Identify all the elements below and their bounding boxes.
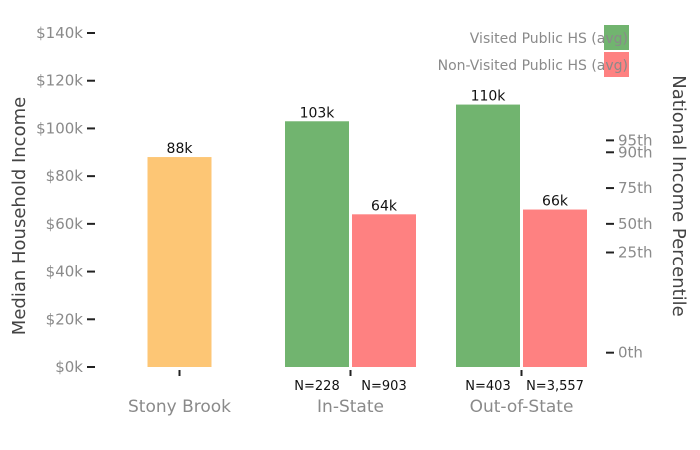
bar [456,104,520,368]
bar-n-label: N=403 [465,379,510,394]
y-tick-label: $60k [46,215,84,233]
bar-n-label: N=228 [294,379,339,394]
bar-value-label: 66k [542,194,569,210]
bar-value-label: 88k [167,141,194,157]
x-category-label: Stony Brook [128,397,231,417]
y-tick-label: $20k [46,310,84,328]
bar-value-label: 110k [471,89,507,105]
bar-value-label: 103k [300,105,336,121]
y2-tick-label: 90th [618,143,652,161]
bar [285,121,349,368]
bar-n-label: N=903 [361,379,406,394]
y-axis-left: $0k $20k $40k $60k $80k $100k $120k $140k [36,24,95,376]
bar [147,157,212,367]
x-category-label: In-State [317,397,384,417]
y-axis-title: Median Household Income [9,97,30,335]
bar [352,214,416,367]
y2-tick-label: 95th [618,131,652,149]
legend: Visited Public HS (avg) Non-Visited Publi… [438,25,629,77]
y2-axis-title: National Income Percentile [668,75,689,317]
y-tick-label: $120k [36,72,83,90]
y-tick-label: $100k [36,119,83,137]
y-tick-label: $80k [46,167,84,185]
legend-swatch [604,52,629,77]
y-tick-label: $0k [55,358,83,376]
x-axis: Stony Brook In-State Out-of-State [128,370,573,417]
bar [523,209,587,367]
legend-label: Non-Visited Public HS (avg) [438,58,628,74]
legend-label: Visited Public HS (avg) [470,31,628,47]
bars: 88k 103k N=228 64k N=903 110k N=403 66k N=3,557 [147,89,587,394]
y-tick-label: $140k [36,24,83,42]
legend-swatch [604,25,629,50]
y2-tick-label: 25th [618,243,652,261]
y2-tick-label: 50th [618,215,652,233]
y2-tick-label: 0th [618,344,643,362]
y2-tick-label: 75th [618,179,652,197]
bar-value-label: 64k [371,198,398,214]
y-tick-label: $40k [46,263,84,281]
x-category-label: Out-of-State [470,397,574,417]
bar-n-label: N=3,557 [526,379,584,394]
